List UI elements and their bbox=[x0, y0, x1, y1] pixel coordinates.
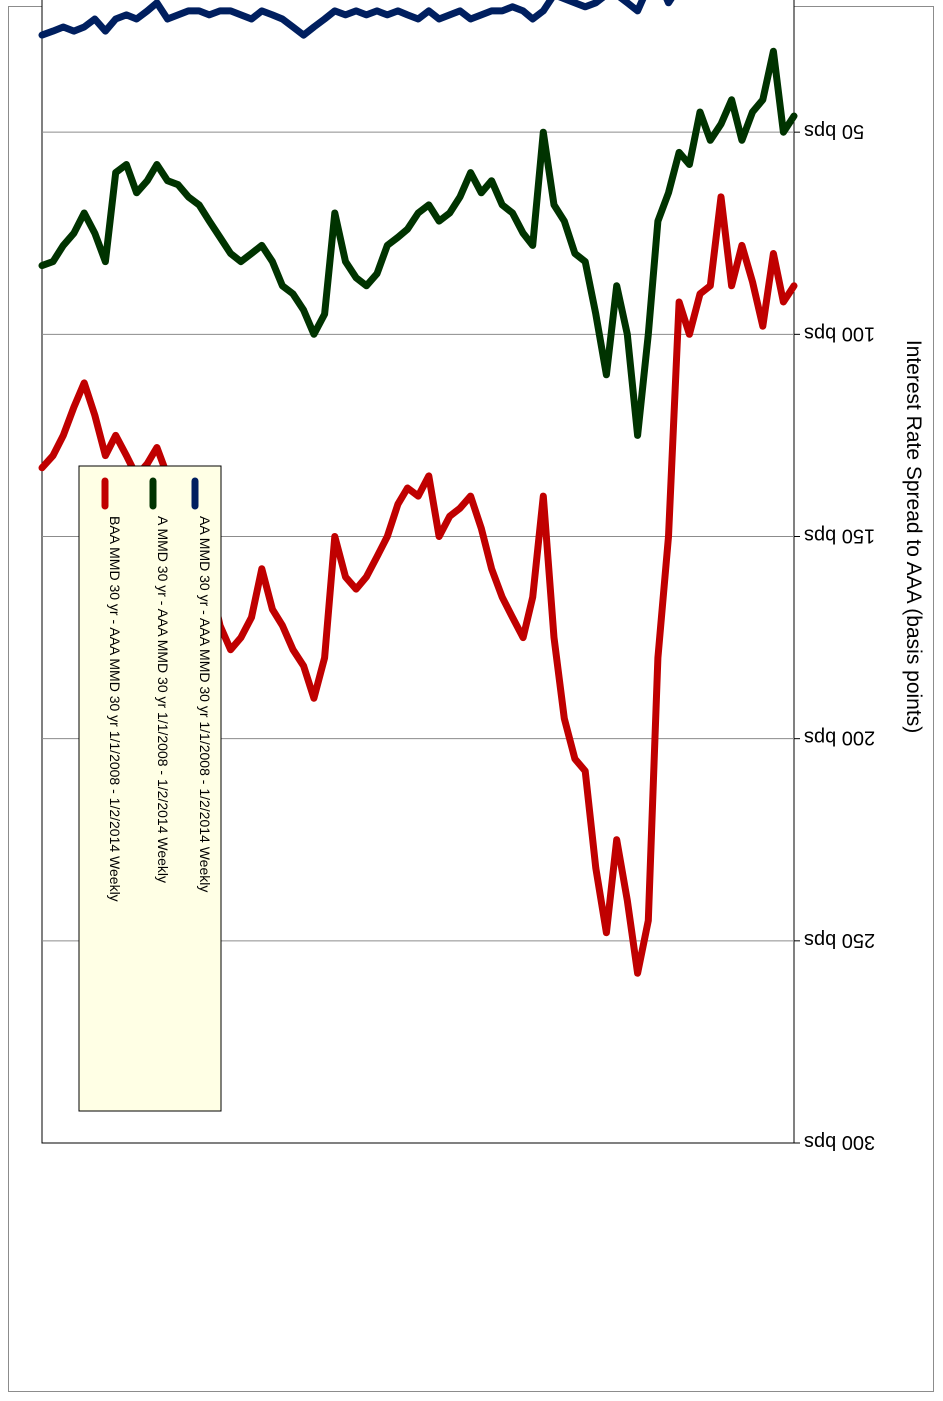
series-line-1 bbox=[38, 47, 798, 439]
y-tick-label: 50 bps bbox=[804, 120, 864, 142]
y-tick-label: 150 bps bbox=[804, 525, 875, 547]
y-tick-label: 200 bps bbox=[804, 727, 875, 749]
y-axis-label: Interest Rate Spread to AAA (basis point… bbox=[902, 340, 925, 733]
legend-entry: AA MMD 30 yr - AAA MMD 30 yr 1/1/2008 - … bbox=[197, 516, 213, 892]
y-tick-label: 250 bps bbox=[804, 929, 875, 951]
y-tick-label: 300 bps bbox=[804, 1131, 875, 1153]
series-line-2 bbox=[38, 0, 675, 39]
legend-entry: A MMD 30 yr - AAA MMD 30 yr 1/1/2008 - 1… bbox=[155, 516, 171, 883]
y-tick-label: 100 bps bbox=[804, 322, 875, 344]
legend-entry: BAA MMD 30 yr - AAA MMD 30 yr 1/1/2008 -… bbox=[107, 516, 123, 902]
legend-box bbox=[78, 465, 222, 1112]
legend: BAA MMD 30 yr - AAA MMD 30 yr 1/1/2008 -… bbox=[78, 465, 222, 1112]
